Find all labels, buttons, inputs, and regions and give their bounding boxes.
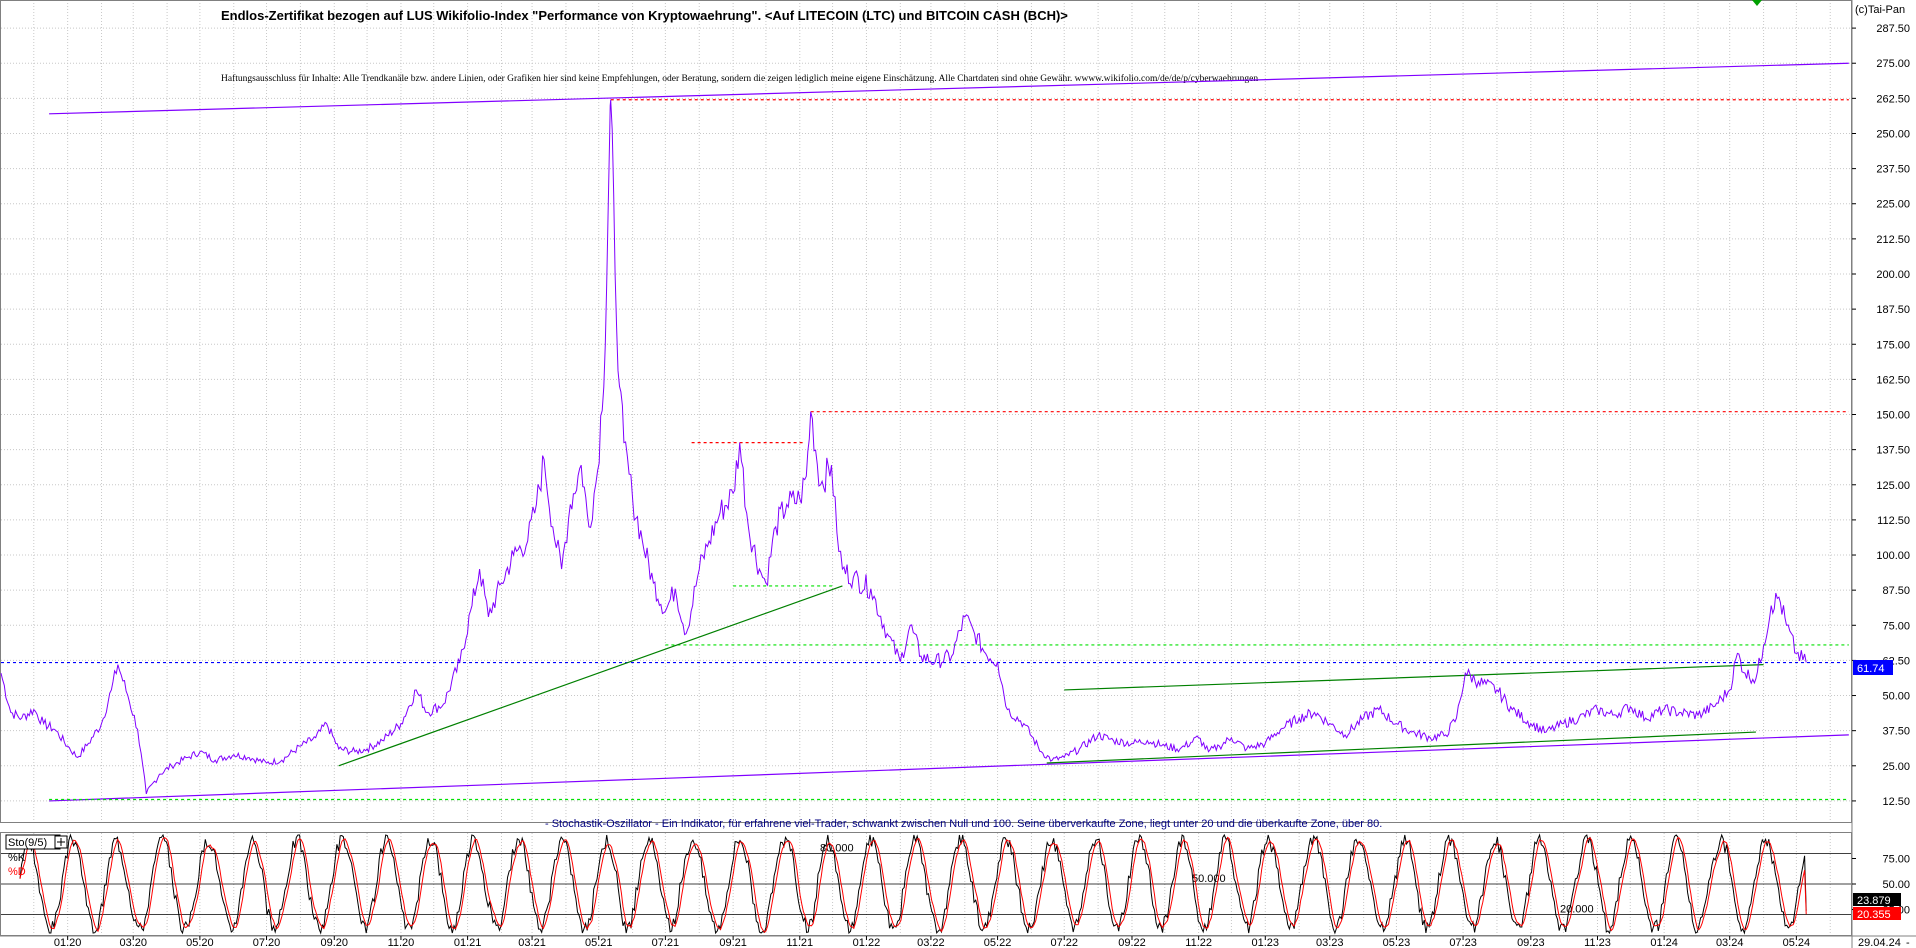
indicator-expand-icon[interactable] (54, 835, 68, 849)
y-tick-label: 12.50 (1882, 796, 1910, 808)
osc-y-tick-label: 50.00 (1882, 879, 1910, 891)
y-tick-label: 187.50 (1876, 304, 1910, 316)
trend-line (1064, 664, 1764, 691)
y-tick-label: 75.00 (1882, 620, 1910, 632)
x-tick-label: 07.22 (1050, 937, 1078, 948)
date-dash: - (1906, 937, 1910, 948)
price-line (0, 99, 1807, 795)
x-tick-label: 07.20 (253, 937, 281, 948)
osc-y-tick-label: 75.00 (1882, 854, 1910, 866)
chart-title: Endlos-Zertifikat bezogen auf LUS Wikifo… (221, 8, 1068, 23)
y-tick-label: 212.50 (1876, 234, 1910, 246)
x-tick-label: 09.22 (1118, 937, 1146, 948)
x-tick-label: 05.22 (984, 937, 1012, 948)
x-tick-label: 03.23 (1316, 937, 1344, 948)
price-series (0, 99, 1807, 795)
oscillator-series (19, 833, 1807, 935)
copyright-label: (c)Tai-Pan (1855, 4, 1905, 16)
k-last-badge (1853, 893, 1901, 906)
y-tick-label: 25.00 (1882, 761, 1910, 773)
oscillator-caption: - Stochastik-Oszillator - Ein Indikator,… (545, 818, 1382, 830)
y-tick-label: 275.00 (1876, 58, 1910, 70)
trend-line (49, 734, 1849, 802)
y-tick-label: 87.50 (1882, 585, 1910, 597)
y-tick-label: 150.00 (1876, 410, 1910, 422)
x-tick-label: 05.21 (585, 937, 613, 948)
x-tick-label: 05.20 (186, 937, 214, 948)
y-tick-label: 112.50 (1877, 515, 1910, 527)
indicator-label: Sto(9/5) (8, 837, 47, 849)
y-tick-label: 237.50 (1876, 164, 1910, 176)
disclaimer-text: Haftungsausschluss für Inhalte: Alle Tre… (221, 73, 1258, 84)
x-tick-label: 01.22 (853, 937, 881, 948)
y-tick-label: 287.50 (1876, 23, 1910, 35)
x-tick-label: 09.23 (1517, 937, 1545, 948)
osc-level-label: 20.000 (1560, 904, 1594, 916)
stoch-d-line (19, 836, 1807, 933)
x-tick-label: 11.20 (388, 937, 415, 948)
x-tick-label: 07.21 (652, 937, 680, 948)
y-tick-label: 137.50 (1876, 445, 1910, 457)
x-tick-label: 07.23 (1449, 937, 1477, 948)
trend-line (49, 62, 1849, 115)
y-tick-label: 37.50 (1882, 726, 1910, 738)
k-last-label: 23.879 (1857, 895, 1891, 907)
y-tick-label: 262.50 (1876, 93, 1910, 105)
x-tick-label: 03.20 (119, 937, 147, 948)
x-tick-label: 11.23 (1584, 937, 1611, 948)
d-legend-label: %D (8, 866, 26, 878)
last-price-label: 61.74 (1857, 663, 1885, 675)
x-tick-label: 01.21 (454, 937, 482, 948)
x-tick-label: 01.20 (54, 937, 82, 948)
y-tick-label: 200.00 (1876, 269, 1910, 281)
x-tick-label: 03.21 (518, 937, 546, 948)
y-tick-label: 175.00 (1876, 339, 1910, 351)
x-tick-label: 09.21 (719, 937, 747, 948)
x-tick-label: 03.22 (917, 937, 945, 948)
x-tick-label: 01.24 (1650, 937, 1678, 948)
price-axis-ticks: 287.50 275.00 262.50 250.00 237.50 225.00 212.… (1852, 23, 1910, 808)
trend-line (338, 585, 843, 767)
x-tick-label: 03.24 (1716, 937, 1744, 948)
x-tick-label: 05.23 (1383, 937, 1411, 948)
osc-level-label: 80.000 (820, 842, 854, 854)
y-tick-label: 100.00 (1876, 550, 1910, 562)
trend-line (1046, 731, 1756, 764)
y-tick-label: 125.00 (1876, 480, 1910, 492)
x-axis-ticks: 01.20 03.20 05.20 07.20 09.20 11.20 01.21 03.21… (54, 936, 1810, 948)
corner-marker-icon (1752, 0, 1762, 6)
y-tick-label: 162.50 (1876, 374, 1910, 386)
price-grid (1, 0, 1851, 822)
k-legend-label: %K (8, 852, 26, 864)
x-tick-label: 09.20 (321, 937, 349, 948)
y-tick-label: 225.00 (1876, 199, 1910, 211)
x-tick-label: 11.22 (1185, 937, 1212, 948)
x-tick-label: 01.23 (1252, 937, 1280, 948)
x-tick-label: 05.24 (1783, 937, 1811, 948)
osc-level-label: 50.000 (1192, 873, 1226, 885)
date-label: 29.04.24 (1858, 937, 1901, 948)
d-last-label: 20.355 (1857, 909, 1891, 921)
d-last-badge (1853, 907, 1901, 920)
last-price-badge (1853, 660, 1893, 675)
x-tick-label: 11.21 (786, 937, 813, 948)
y-tick-label: 50.00 (1882, 691, 1910, 703)
y-tick-label: 250.00 (1876, 128, 1910, 140)
stoch-k-line (19, 833, 1807, 935)
reference-lines (1, 62, 1849, 802)
